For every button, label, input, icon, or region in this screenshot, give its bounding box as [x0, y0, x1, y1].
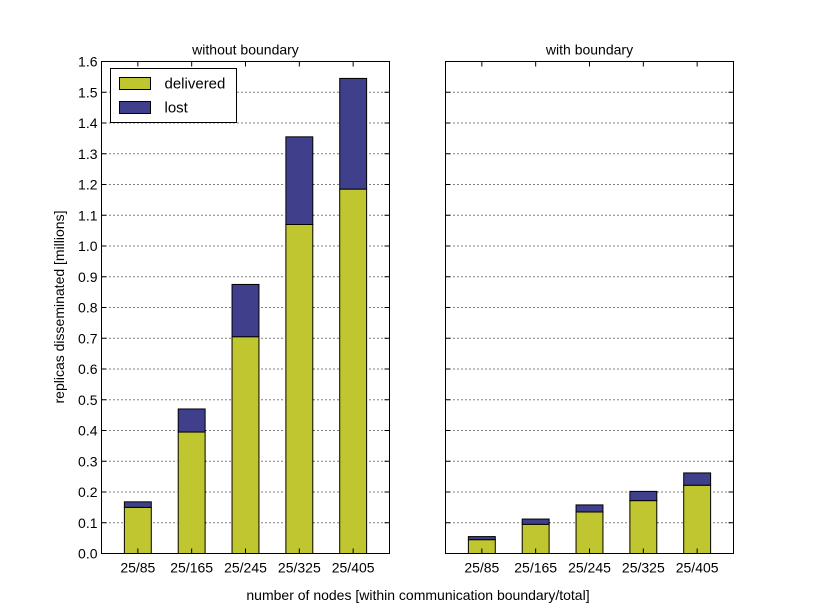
bar-lost [683, 472, 712, 486]
subplot-without-boundary: 0.0 0.1 0.2 0.3 0.4 0.5 0.6 0.7 0.8 0.9 1.0 1.1 1.2 1… [78, 42, 390, 576]
y-tick-label: 1.2 [78, 177, 98, 193]
bar-lost [575, 504, 604, 513]
bar-delivered [285, 223, 314, 554]
y-tick-label: 1.6 [78, 54, 98, 70]
subplot-title: without boundary [191, 42, 299, 58]
axes-frame [101, 61, 390, 554]
y-tick-label: 0.0 [78, 546, 98, 562]
x-tick-label: 25/245 [224, 560, 267, 576]
x-tick-label: 25/325 [278, 560, 321, 576]
legend-swatch-delivered [119, 77, 151, 90]
y-tick-label: 0.4 [78, 423, 98, 439]
bar-delivered [575, 511, 604, 554]
x-tick-label: 25/85 [120, 560, 155, 576]
bar-delivered [177, 431, 206, 555]
y-tick-label: 1.0 [78, 238, 98, 254]
bar-lost [339, 77, 368, 190]
x-tick-label: 25/405 [332, 560, 375, 576]
x-tick-label: 25/245 [568, 560, 611, 576]
legend-label-delivered: delivered [165, 76, 226, 93]
bar-lost [231, 283, 260, 338]
x-tick-label: 25/405 [676, 560, 719, 576]
y-tick-label: 0.8 [78, 300, 98, 316]
y-tick-label: 0.9 [78, 269, 98, 285]
y-tick-label: 0.1 [78, 515, 98, 531]
bar-lost [123, 501, 152, 508]
y-tick-label: 0.3 [78, 453, 98, 469]
y-tick-label: 0.7 [78, 330, 98, 346]
subplot-title: with boundary [545, 42, 633, 58]
legend-swatch-lost [119, 101, 151, 114]
bar-lost [467, 536, 496, 541]
x-tick-label: 25/85 [464, 560, 499, 576]
x-tick-label: 25/165 [170, 560, 213, 576]
bar-lost [629, 490, 658, 502]
legend-label-lost: lost [165, 100, 189, 117]
y-tick-label: 1.5 [78, 84, 98, 100]
axes-frame [445, 61, 734, 554]
y-tick-label: 0.5 [78, 392, 98, 408]
y-tick-label: 0.2 [78, 484, 98, 500]
y-axis-label: replicas disseminated [millions] [51, 211, 67, 404]
y-tick-label: 0.6 [78, 361, 98, 377]
subplot-with-boundary: 25/85 25/165 25/245 25/325 25/405 with bounda… [445, 42, 734, 576]
bar-lost [521, 518, 550, 525]
bar-delivered [123, 506, 152, 554]
x-tick-label: 25/325 [622, 560, 665, 576]
legend: delivered lost [110, 68, 237, 123]
y-tick-label: 1.1 [78, 207, 98, 223]
x-axis-label: number of nodes [within communication bo… [246, 587, 589, 603]
bar-delivered [629, 500, 658, 554]
y-tick-label: 1.3 [78, 146, 98, 162]
bar-lost [285, 136, 314, 225]
bar-lost [177, 408, 206, 433]
bar-delivered [683, 484, 712, 554]
y-tick-label: 1.4 [78, 115, 98, 131]
bar-delivered [339, 188, 368, 555]
x-tick-label: 25/165 [514, 560, 557, 576]
bar-delivered [231, 336, 260, 554]
